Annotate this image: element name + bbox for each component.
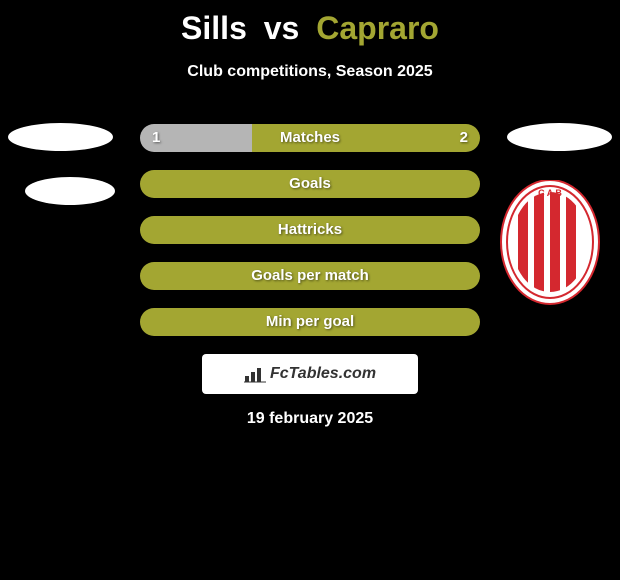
player1-avatar-placeholder — [8, 123, 113, 151]
stat-label: Min per goal — [140, 308, 480, 336]
stat-row: Goals — [140, 170, 480, 198]
stat-row: Min per goal — [140, 308, 480, 336]
logo-text: FcTables.com — [270, 365, 376, 383]
player1-club-placeholder — [25, 177, 115, 205]
stat-row: Goals per match — [140, 262, 480, 290]
date-text: 19 february 2025 — [0, 410, 620, 428]
fctables-logo: FcTables.com — [202, 354, 418, 394]
vs-text: vs — [264, 10, 300, 46]
player2-club-badge: C A B — [500, 180, 600, 305]
svg-text:C A B: C A B — [538, 188, 562, 198]
stat-row: Hattricks — [140, 216, 480, 244]
player2-avatar-placeholder — [507, 123, 612, 151]
subtitle: Club competitions, Season 2025 — [0, 63, 620, 81]
player1-name: Sills — [181, 10, 247, 46]
bar-chart-icon — [244, 365, 266, 383]
stat-label: Hattricks — [140, 216, 480, 244]
stat-label: Goals per match — [140, 262, 480, 290]
stat-label: Goals — [140, 170, 480, 198]
stat-label: Matches — [140, 124, 480, 152]
stat-row: 12Matches — [140, 124, 480, 152]
comparison-title: Sills vs Capraro — [0, 0, 620, 47]
stats-container: 12Matches Goals Hattricks Goals per match Mi… — [140, 124, 480, 354]
player2-name: Capraro — [316, 10, 439, 46]
